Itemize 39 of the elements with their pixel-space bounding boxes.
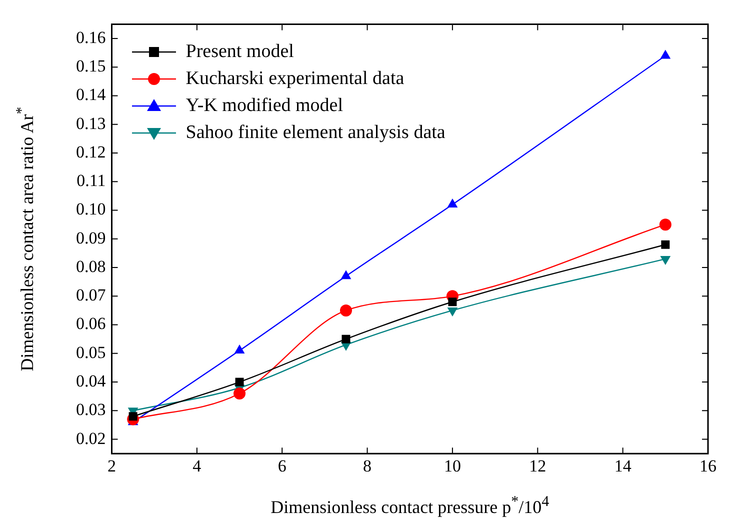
y-tick-label: 0.07 bbox=[76, 286, 106, 305]
x-axis-title: Dimensionless contact pressure p$^{*}$/10$^{4}$ bbox=[270, 494, 550, 518]
y-tick-label: 0.03 bbox=[76, 400, 106, 420]
y-tick-label: 0.14 bbox=[76, 85, 106, 104]
x-tick-label: 14 bbox=[614, 456, 632, 476]
legend-label: Y-K modified model bbox=[186, 94, 344, 118]
y-tick-label: 0.08 bbox=[76, 256, 106, 276]
point bbox=[659, 218, 672, 231]
y-tick-label: 0.02 bbox=[76, 428, 106, 448]
x-tick-label: 6 bbox=[278, 456, 286, 476]
x-tick-label: 16 bbox=[700, 456, 716, 476]
x-tick-label: 12 bbox=[529, 456, 546, 476]
point bbox=[447, 198, 458, 208]
x-tick-label: 2 bbox=[108, 456, 116, 476]
x-tick-label: 10 bbox=[444, 456, 461, 476]
x-tick-label: 8 bbox=[363, 456, 372, 476]
y-tick-label: 0.15 bbox=[76, 56, 106, 76]
y-tick-label: 0.12 bbox=[76, 142, 106, 162]
point bbox=[448, 298, 457, 306]
y-tick-label: 0.16 bbox=[76, 28, 106, 47]
y-tick-label: 0.11 bbox=[76, 171, 106, 190]
point bbox=[234, 387, 246, 400]
y-tick-label: 0.06 bbox=[76, 314, 106, 334]
point bbox=[342, 334, 350, 344]
legend-label: Present model bbox=[186, 40, 294, 64]
y-tick-label: 0.10 bbox=[76, 200, 106, 219]
point bbox=[661, 240, 670, 249]
legend-label: Sahoo finite element analysis data bbox=[186, 121, 446, 146]
x-tick-label: 4 bbox=[192, 456, 202, 476]
y-tick-label: 0.09 bbox=[76, 228, 106, 248]
legend-label: Kucharski experimental data bbox=[186, 67, 404, 92]
point bbox=[340, 304, 352, 316]
y-tick-label: 0.05 bbox=[76, 342, 106, 362]
point bbox=[235, 378, 244, 386]
point bbox=[447, 307, 458, 316]
y-tick-label: 0.13 bbox=[76, 114, 106, 133]
point bbox=[660, 50, 671, 59]
y-tick-label: 0.04 bbox=[76, 372, 106, 390]
point bbox=[340, 270, 352, 280]
